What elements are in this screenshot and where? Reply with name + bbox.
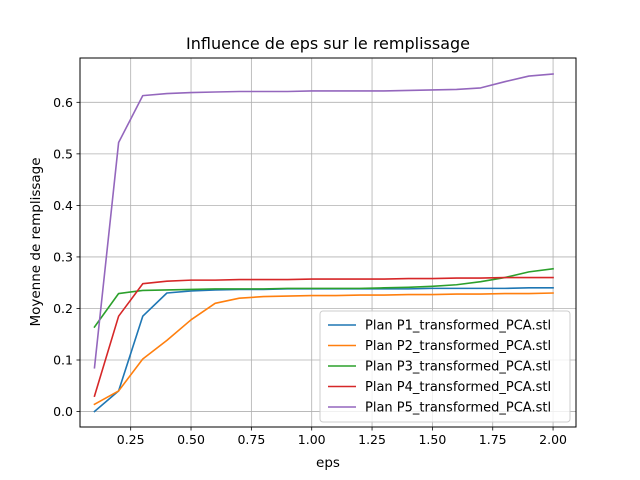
x-tick-label: 0.50 [177,432,205,447]
y-axis-label: Moyenne de remplissage [28,157,44,326]
x-axis-label: eps [316,455,340,471]
legend-label-1: Plan P1_transformed_PCA.stl [365,319,551,334]
chart-title: Influence de eps sur le remplissage [186,34,470,53]
x-tick-label: 1.25 [358,432,386,447]
y-tick-label: 0.1 [53,353,73,368]
y-tick-label: 0.3 [53,249,73,264]
plot-frame [79,57,577,428]
x-tick-label: 1.00 [298,432,326,447]
y-tick-label: 0.6 [53,95,73,110]
legend-label-4: Plan P4_transformed_PCA.stl [365,380,551,395]
series-line-3 [93,267,554,329]
x-tick-label: 1.75 [479,432,507,447]
series-line-2 [93,292,554,406]
legend-label-3: Plan P3_transformed_PCA.stl [365,360,551,375]
x-tick-label: 0.75 [237,432,265,447]
x-tick-label: 1.50 [418,432,446,447]
y-tick-label: 0.2 [53,301,73,316]
y-tick-label: 0.0 [53,404,73,419]
axis-ticks: 0.25 0.50 0.75 1.00 1.25 1.50 1.75 2.00 0.0 0.1 0.… [53,95,567,447]
series-line-4 [93,276,554,398]
x-tick-label: 0.25 [117,432,145,447]
legend-box [319,310,571,423]
y-tick-label: 0.5 [53,146,73,161]
legend-label-2: Plan P2_transformed_PCA.stl [365,339,551,354]
legend: Plan P1_transformed_PCA.stl Plan P2_trans… [319,310,571,423]
x-tick-label: 2.00 [539,432,567,447]
legend-label-5: Plan P5_transformed_PCA.stl [365,401,551,416]
series-line-5 [93,73,554,369]
series-lines [93,73,554,413]
y-tick-label: 0.4 [53,198,73,213]
